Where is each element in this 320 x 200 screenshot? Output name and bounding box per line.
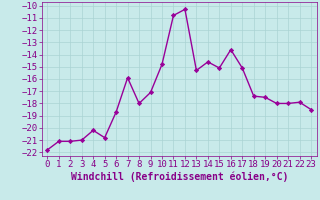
X-axis label: Windchill (Refroidissement éolien,°C): Windchill (Refroidissement éolien,°C) [70,172,288,182]
